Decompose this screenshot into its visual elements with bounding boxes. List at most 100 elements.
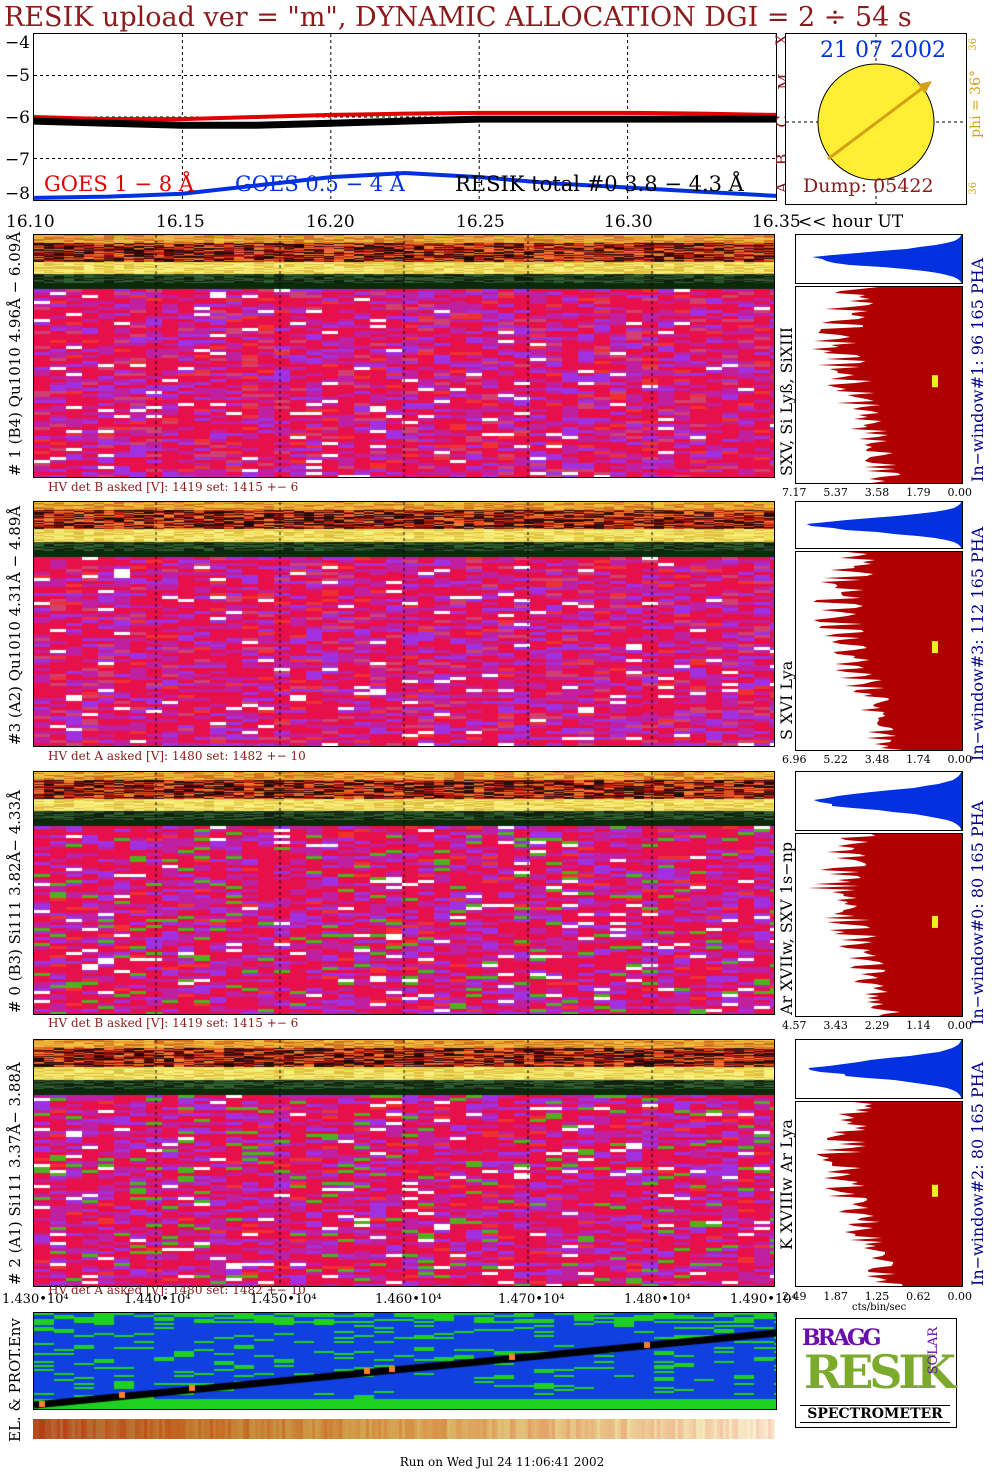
goes-ytick: −4 xyxy=(4,33,30,53)
hist-tick: 4.57 xyxy=(782,1019,807,1032)
marker xyxy=(932,641,938,654)
profile-area xyxy=(811,287,962,483)
hist-tick: 1.14 xyxy=(906,1019,931,1032)
time-tick: 16.30 xyxy=(604,212,653,232)
series-line xyxy=(34,115,776,129)
in-window-label: In−window#3: 112 165 PHA xyxy=(968,526,987,761)
pha-bars xyxy=(806,502,962,548)
time-unit-label: << hour UT xyxy=(798,212,904,232)
pha-bars xyxy=(808,1040,962,1098)
hist-tick: 3.43 xyxy=(823,1019,848,1032)
marker xyxy=(932,375,938,388)
seconds-tick: 1.430•10⁴ xyxy=(2,1292,69,1307)
run-timestamp: Run on Wed Jul 24 11:06:41 2002 xyxy=(399,1455,605,1469)
environment-label: EL. & PROT.Env xyxy=(6,1318,24,1442)
marker xyxy=(932,915,938,928)
hist-tick: 1.87 xyxy=(823,1290,848,1303)
phi-label: phi = 36° xyxy=(968,70,984,138)
spectrogram-canvas xyxy=(34,772,774,1014)
spectrogram-channel-1 xyxy=(33,234,775,478)
spectrum-profile-plot xyxy=(811,287,962,483)
spectrum-profile-plot xyxy=(816,1102,962,1286)
hist-tick: 0.00 xyxy=(947,753,973,766)
spectrum-profile xyxy=(795,833,963,1017)
hist-tick: 2.49 xyxy=(782,1290,807,1303)
hv-status: HV det B asked [V]: 1419 set: 1415 +− 6 xyxy=(48,480,299,494)
environment-panel xyxy=(33,1312,777,1410)
logo-resik: RESIK xyxy=(804,1345,956,1399)
hist-tick: 2.29 xyxy=(864,1019,890,1032)
hist-axis: 4.57 3.43 2.29 1.14 0.00 xyxy=(782,1019,972,1032)
spectrogram-channel-3 xyxy=(33,501,775,747)
phi-scale-bottom: 36 xyxy=(968,182,979,195)
channel-label: # 0 (B3) Si111 3.82Å− 4.33Å xyxy=(6,790,24,1013)
line-id-label: S XVI Lya xyxy=(777,660,796,740)
hist-axis: 2.49 1.87 1.25 0.62 0.00 xyxy=(782,1290,972,1303)
spectrogram-canvas xyxy=(34,1040,774,1286)
hist-tick: 3.48 xyxy=(864,753,890,766)
hist-tick: 0.00 xyxy=(947,486,973,499)
spectrogram-channel-2 xyxy=(33,1039,775,1287)
hist-axis: 7.17 5.37 3.58 1.79 0.00 xyxy=(782,486,972,499)
hist-tick: 1.79 xyxy=(906,486,931,499)
hist-tick: 1.74 xyxy=(906,753,931,766)
goes-ytick: −7 xyxy=(4,150,30,170)
time-tick: 16.25 xyxy=(456,212,505,232)
hist-tick: 5.37 xyxy=(823,486,848,499)
hist-xlabel: cts/bin/sec xyxy=(852,1302,907,1313)
goes-legend-long: GOES 1 − 8 Å xyxy=(44,172,194,196)
goes-lightcurve-panel xyxy=(33,33,777,201)
pha-bars xyxy=(813,772,962,830)
intensity-strip xyxy=(33,1419,775,1439)
hist-tick: 3.58 xyxy=(864,486,890,499)
goes-ytick: −5 xyxy=(4,66,30,86)
hv-status: HV det B asked [V]: 1419 set: 1415 +− 6 xyxy=(48,1016,299,1030)
spectrogram-channel-0 xyxy=(33,771,775,1015)
pha-histogram-plot xyxy=(812,235,962,283)
goes-ytick: −6 xyxy=(4,108,30,128)
goes-legend-short: GOES 0.5 − 4 Å xyxy=(235,172,405,196)
time-tick: 16.10 xyxy=(6,212,55,232)
spectrum-profile xyxy=(795,1101,963,1287)
pha-histogram-plot xyxy=(808,1040,962,1098)
pha-histogram-plot xyxy=(813,772,962,830)
pha-histogram xyxy=(795,771,963,831)
sun-disk-icon xyxy=(786,34,966,204)
logo-bragg: BRAGG xyxy=(802,1325,882,1351)
hist-tick: 1.25 xyxy=(864,1290,890,1303)
series-line xyxy=(34,171,776,200)
intensity-strip-canvas xyxy=(33,1419,775,1439)
pha-histogram xyxy=(795,234,963,284)
page-title: RESIK upload ver = "m", DYNAMIC ALLOCATI… xyxy=(4,2,912,33)
hist-tick: 5.22 xyxy=(823,753,848,766)
dump-number: Dump: 05422 xyxy=(803,175,934,197)
hist-tick: 0.00 xyxy=(947,1290,973,1303)
hv-status: HV det A asked [V]: 1480 set: 1482 +− 10 xyxy=(48,749,306,763)
resik-logo: BRAGG RESIK SOLAR SPECTROMETER xyxy=(795,1318,957,1428)
series-line xyxy=(34,110,776,122)
logo-solar: SOLAR xyxy=(926,1327,941,1375)
profile-area xyxy=(816,1102,962,1286)
environment-canvas xyxy=(34,1313,776,1409)
profile-area xyxy=(813,552,962,750)
sun-position-panel xyxy=(785,33,967,205)
phi-scale-top: 36 xyxy=(968,38,979,51)
in-window-label: In−window#2: 80 165 PHA xyxy=(968,1061,987,1286)
hist-tick: 0.62 xyxy=(906,1290,931,1303)
profile-area xyxy=(807,834,962,1016)
seconds-tick: 1.460•10⁴ xyxy=(375,1292,442,1307)
marker xyxy=(932,1184,938,1197)
spectrum-profile xyxy=(795,551,963,751)
in-window-label: In−window#0: 80 165 PHA xyxy=(968,800,987,1025)
line-id-label: SXV, Si Lyß, SiXIII xyxy=(777,326,796,476)
pha-histogram-plot xyxy=(806,502,962,548)
seconds-tick: 1.490•10⁴ xyxy=(730,1292,797,1307)
channel-label: # 2 (A1) Si111 3.37Å− 3.88Å xyxy=(6,1062,24,1285)
spectrum-profile-plot xyxy=(807,834,962,1016)
channel-label: #3 (A2) Qu1010 4.31Å − 4.89Å xyxy=(6,505,24,745)
hist-tick: 7.17 xyxy=(782,486,807,499)
seconds-tick: 1.480•10⁴ xyxy=(624,1292,691,1307)
logo-spectrometer: SPECTROMETER xyxy=(800,1405,950,1423)
spectrum-profile-plot xyxy=(813,552,962,750)
channel-label: # 1 (B4) Qu1010 4.96Å − 6.09Å xyxy=(6,231,24,476)
